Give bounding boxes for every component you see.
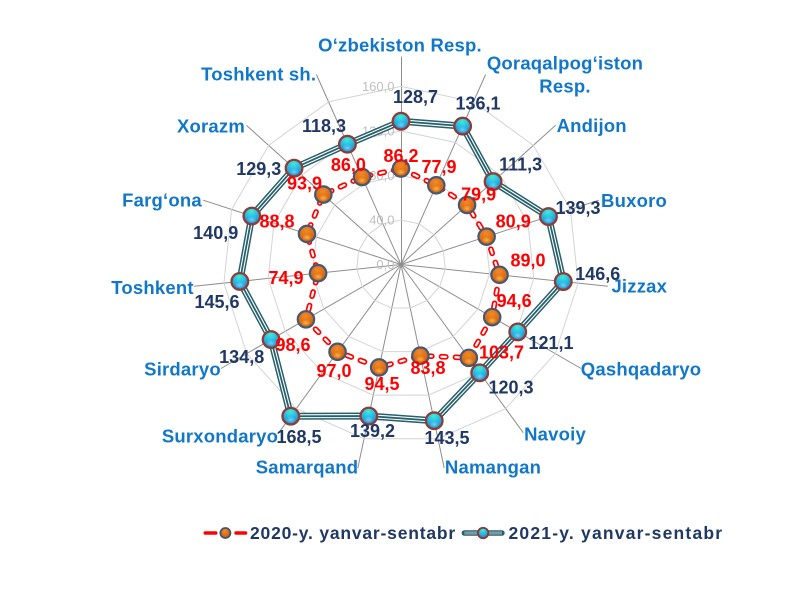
svg-text:2021-y. yanvar-sentabr: 2021-y. yanvar-sentabr bbox=[509, 523, 724, 543]
svg-text:Toshkent sh.: Toshkent sh. bbox=[201, 63, 316, 84]
svg-text:Samarqand: Samarqand bbox=[256, 456, 359, 477]
svg-text:Sirdaryo: Sirdaryo bbox=[144, 358, 221, 379]
svg-text:Jizzax: Jizzax bbox=[611, 276, 667, 297]
svg-text:40,0: 40,0 bbox=[369, 213, 394, 228]
svg-text:0,0: 0,0 bbox=[376, 257, 394, 272]
svg-text:77,9: 77,9 bbox=[421, 157, 456, 177]
svg-text:97,0: 97,0 bbox=[316, 361, 351, 381]
svg-text:80,9: 80,9 bbox=[496, 211, 531, 231]
svg-text:Qashqadaryo: Qashqadaryo bbox=[581, 358, 701, 379]
svg-text:88,8: 88,8 bbox=[259, 212, 294, 232]
svg-text:74,9: 74,9 bbox=[268, 268, 303, 288]
svg-text:83,8: 83,8 bbox=[410, 358, 445, 378]
svg-text:111,3: 111,3 bbox=[499, 155, 542, 175]
svg-text:89,0: 89,0 bbox=[510, 250, 545, 270]
svg-text:Resp.: Resp. bbox=[539, 75, 590, 96]
svg-text:Navoiy: Navoiy bbox=[524, 423, 586, 444]
svg-text:129,3: 129,3 bbox=[236, 159, 281, 179]
svg-text:139,2: 139,2 bbox=[350, 421, 395, 441]
svg-text:Andijon: Andijon bbox=[557, 115, 627, 136]
svg-text:128,7: 128,7 bbox=[393, 87, 438, 107]
svg-text:Qoraqalpog‘iston: Qoraqalpog‘iston bbox=[487, 52, 643, 73]
svg-text:103,7: 103,7 bbox=[479, 343, 524, 363]
svg-text:Buxoro: Buxoro bbox=[601, 190, 667, 211]
svg-text:118,3: 118,3 bbox=[302, 116, 346, 136]
svg-text:136,1: 136,1 bbox=[455, 94, 500, 114]
svg-text:134,8: 134,8 bbox=[219, 347, 264, 367]
svg-text:98,6: 98,6 bbox=[275, 335, 310, 355]
svg-text:120,3: 120,3 bbox=[488, 378, 533, 398]
svg-text:140,9: 140,9 bbox=[193, 223, 238, 243]
svg-text:94,5: 94,5 bbox=[364, 374, 399, 394]
svg-text:86,0: 86,0 bbox=[331, 155, 366, 175]
svg-text:Namangan: Namangan bbox=[445, 456, 541, 477]
svg-text:86,2: 86,2 bbox=[383, 146, 418, 166]
svg-text:146,6: 146,6 bbox=[575, 264, 620, 284]
svg-text:145,6: 145,6 bbox=[194, 292, 239, 312]
svg-text:139,3: 139,3 bbox=[555, 198, 600, 218]
svg-text:Toshkent: Toshkent bbox=[111, 277, 193, 298]
svg-text:143,5: 143,5 bbox=[424, 428, 469, 448]
svg-text:168,5: 168,5 bbox=[276, 427, 321, 447]
svg-text:O‘zbekiston Resp.: O‘zbekiston Resp. bbox=[318, 34, 482, 55]
svg-text:160,0: 160,0 bbox=[362, 79, 395, 94]
svg-text:79,9: 79,9 bbox=[461, 185, 496, 205]
svg-text:93,9: 93,9 bbox=[287, 174, 322, 194]
svg-text:Farg‘ona: Farg‘ona bbox=[122, 189, 202, 210]
svg-text:Surxondaryo: Surxondaryo bbox=[162, 425, 278, 446]
svg-text:94,6: 94,6 bbox=[497, 291, 532, 311]
svg-text:Xorazm: Xorazm bbox=[177, 115, 245, 136]
svg-text:2020-y. yanvar-sentabr: 2020-y. yanvar-sentabr bbox=[250, 523, 456, 543]
svg-text:121,1: 121,1 bbox=[528, 333, 573, 353]
